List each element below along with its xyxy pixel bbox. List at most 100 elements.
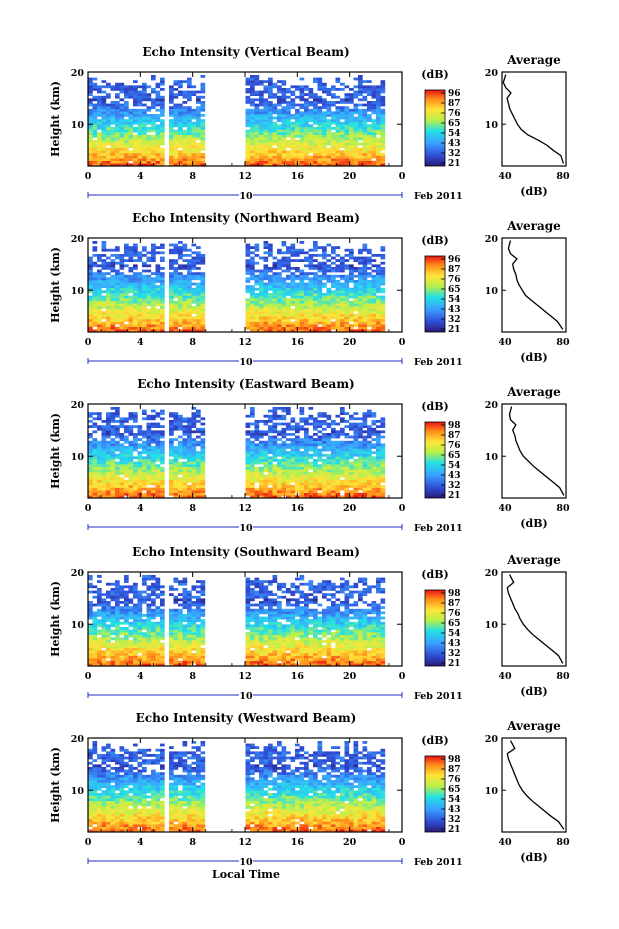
heatmap-cell (263, 111, 269, 115)
heatmap-cell (191, 474, 197, 478)
heatmap-cell (88, 108, 93, 112)
heatmap-cell (371, 137, 377, 141)
heatmap-cell (281, 417, 287, 421)
heatmap-cell (187, 95, 192, 99)
heatmap-cell (322, 479, 327, 483)
heatmap-cell (187, 93, 192, 96)
heatmap-cell (106, 280, 111, 283)
heatmap-cell (97, 316, 102, 320)
heatmap-cell (200, 274, 206, 278)
heatmap-cell (137, 272, 143, 275)
heatmap-cell (308, 461, 314, 465)
heatmap-cell (200, 95, 206, 99)
heatmap-cell (110, 285, 116, 288)
heatmap-cell (340, 101, 345, 104)
heatmap-cell (371, 313, 377, 317)
heatmap-cell (331, 111, 336, 115)
heatmap-cell (155, 295, 161, 299)
heatmap-cell (182, 132, 188, 135)
heatmap-cell (326, 114, 332, 117)
heatmap-cell (308, 101, 314, 104)
heatmap-cell (299, 425, 305, 428)
heatmap-cell (362, 435, 368, 439)
heatmap-cell (245, 82, 251, 86)
heatmap-cell (313, 479, 318, 483)
heatmap-cell (299, 459, 305, 462)
heatmap-cell (317, 313, 323, 317)
heatmap-cell (106, 427, 111, 431)
heatmap-cell (358, 300, 363, 304)
heatmap-cell (92, 277, 98, 281)
heatmap-cell (245, 469, 251, 473)
heatmap-cell (200, 140, 206, 143)
heatmap-cell (263, 129, 269, 133)
heatmap-cell (119, 319, 125, 322)
heatmap-cell (155, 308, 161, 312)
heatmap-cell (313, 482, 318, 486)
heatmap-cell (335, 321, 341, 325)
heatmap-cell (290, 427, 296, 431)
heatmap-cell (187, 451, 192, 454)
heatmap-cell (151, 259, 156, 262)
heatmap-cell (200, 163, 206, 167)
heatmap-cell (335, 147, 341, 151)
heatmap-cell (101, 140, 107, 143)
heatmap-cell (254, 137, 260, 141)
heatmap-cell (128, 324, 134, 327)
heatmap-cell (146, 98, 152, 102)
heatmap-cell (92, 660, 98, 664)
heatmap-cell (259, 80, 264, 83)
heatmap-cell (191, 140, 197, 143)
heatmap-cell (380, 420, 386, 423)
heatmap-cell (353, 430, 359, 434)
heatmap-cell (146, 264, 152, 268)
heatmap-cell (286, 285, 291, 288)
heatmap-cell (380, 472, 386, 475)
heatmap-cell (178, 477, 183, 480)
heatmap-cell (304, 274, 309, 278)
heatmap-cell (277, 472, 282, 475)
heatmap-cell (299, 150, 305, 154)
heatmap-cell (299, 129, 305, 133)
heatmap-cell (259, 490, 264, 493)
heatmap-cell (133, 246, 138, 249)
heatmap-cell (340, 319, 345, 322)
heatmap-cell (313, 158, 318, 161)
heatmap-cell (178, 313, 183, 317)
heatmap-cell (182, 90, 188, 94)
heatmap-cell (331, 456, 336, 460)
heatmap-cell (344, 479, 350, 483)
heatmap-cell (115, 88, 120, 91)
heatmap-cell (128, 430, 134, 434)
heatmap-cell (326, 163, 332, 167)
heatmap-cell (380, 163, 386, 167)
heatmap-cell (349, 443, 354, 447)
colorbar-tick-label: 54 (448, 295, 461, 305)
heatmap-cell (245, 456, 251, 460)
heatmap-cell (124, 430, 129, 434)
heatmap-cell (335, 487, 341, 491)
heatmap-cell (326, 425, 332, 428)
heatmap-cell (169, 111, 174, 115)
heatmap-cell (322, 256, 327, 260)
heatmap-cell (268, 321, 273, 325)
heatmap-cell (268, 443, 273, 447)
heatmap-cell (191, 114, 197, 117)
heatmap-cell (151, 409, 156, 413)
heatmap-cell (371, 90, 377, 94)
heatmap-cell (254, 129, 260, 133)
heatmap-cell (380, 326, 386, 330)
heatmap-cell (281, 129, 287, 133)
heatmap-cell (254, 280, 260, 283)
heatmap-cell (304, 482, 309, 486)
heatmap-cell (331, 274, 336, 278)
heatmap-cell (178, 163, 183, 167)
heatmap-cell (160, 108, 165, 112)
heatmap-cell (349, 248, 354, 252)
heatmap-cell (169, 433, 174, 436)
heatmap-cell (326, 461, 332, 465)
heatmap-cell (358, 153, 363, 156)
heatmap-cell (358, 272, 363, 275)
heatmap-cell (137, 300, 143, 304)
heatmap-cell (187, 477, 192, 480)
